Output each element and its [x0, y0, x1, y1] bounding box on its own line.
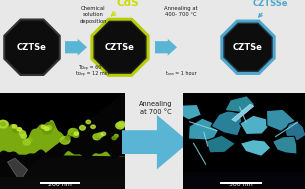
Circle shape — [0, 120, 8, 128]
Circle shape — [74, 134, 79, 137]
Polygon shape — [267, 109, 296, 131]
Bar — [183, 177, 305, 189]
Circle shape — [18, 130, 23, 133]
Circle shape — [86, 120, 91, 124]
Text: Chemical
solution
deposition: Chemical solution deposition — [79, 6, 107, 24]
Polygon shape — [206, 135, 235, 153]
Text: tₐₙₙ = 1 hour: tₐₙₙ = 1 hour — [166, 71, 196, 76]
Circle shape — [93, 134, 99, 138]
Circle shape — [116, 122, 124, 129]
Polygon shape — [155, 39, 177, 56]
Polygon shape — [188, 118, 221, 140]
Text: 200 nm: 200 nm — [48, 182, 72, 187]
Polygon shape — [0, 93, 125, 189]
Polygon shape — [220, 19, 276, 75]
Text: Annealing at
400- 700 °C: Annealing at 400- 700 °C — [164, 6, 198, 17]
Circle shape — [12, 125, 17, 128]
Text: CZTSe: CZTSe — [17, 43, 47, 52]
Circle shape — [20, 131, 26, 136]
Polygon shape — [65, 39, 87, 56]
Polygon shape — [211, 110, 243, 136]
Polygon shape — [224, 23, 272, 71]
Circle shape — [17, 128, 22, 131]
Circle shape — [27, 138, 32, 142]
Circle shape — [118, 123, 123, 127]
Polygon shape — [272, 136, 297, 154]
Text: CZTSe: CZTSe — [105, 43, 135, 52]
Polygon shape — [8, 158, 27, 181]
Circle shape — [13, 127, 20, 133]
Text: Tᴅₑₚ = 60 °C
tᴅₑₚ = 12 min: Tᴅₑₚ = 60 °C tᴅₑₚ = 12 min — [76, 65, 109, 76]
Circle shape — [23, 139, 30, 145]
Text: 500 nm: 500 nm — [229, 182, 253, 187]
Text: CZTSe: CZTSe — [233, 43, 263, 52]
Circle shape — [74, 132, 79, 135]
Circle shape — [101, 132, 106, 136]
Text: Annealing
at 700 °C: Annealing at 700 °C — [139, 101, 172, 115]
Polygon shape — [225, 96, 255, 113]
Circle shape — [1, 122, 5, 126]
Circle shape — [46, 126, 52, 130]
Circle shape — [118, 121, 125, 126]
Circle shape — [68, 129, 78, 136]
Circle shape — [45, 122, 55, 130]
Circle shape — [40, 126, 45, 130]
Polygon shape — [4, 19, 60, 75]
Circle shape — [42, 127, 52, 134]
Text: CdS: CdS — [111, 0, 139, 16]
Polygon shape — [232, 104, 254, 122]
Circle shape — [80, 126, 85, 130]
Bar — [0, 177, 125, 189]
Polygon shape — [91, 18, 149, 77]
Circle shape — [0, 123, 4, 126]
Circle shape — [21, 134, 27, 138]
Circle shape — [66, 136, 70, 139]
Bar — [220, 182, 262, 184]
Circle shape — [73, 134, 78, 137]
Circle shape — [41, 125, 46, 129]
Text: CZTSSe: CZTSSe — [252, 0, 288, 17]
Circle shape — [98, 133, 103, 137]
Polygon shape — [0, 120, 125, 156]
Polygon shape — [285, 121, 305, 141]
Circle shape — [91, 125, 95, 129]
Circle shape — [112, 136, 117, 140]
Bar — [0, 152, 125, 189]
Circle shape — [95, 135, 100, 139]
Circle shape — [93, 134, 101, 140]
Bar — [183, 172, 305, 189]
Polygon shape — [178, 105, 201, 120]
Circle shape — [114, 134, 118, 137]
Circle shape — [20, 131, 23, 133]
Circle shape — [0, 121, 9, 129]
Polygon shape — [240, 115, 274, 135]
Circle shape — [44, 127, 49, 130]
Polygon shape — [94, 21, 146, 73]
Bar — [40, 182, 80, 184]
Polygon shape — [122, 115, 189, 169]
Polygon shape — [240, 140, 271, 156]
Circle shape — [60, 137, 70, 144]
